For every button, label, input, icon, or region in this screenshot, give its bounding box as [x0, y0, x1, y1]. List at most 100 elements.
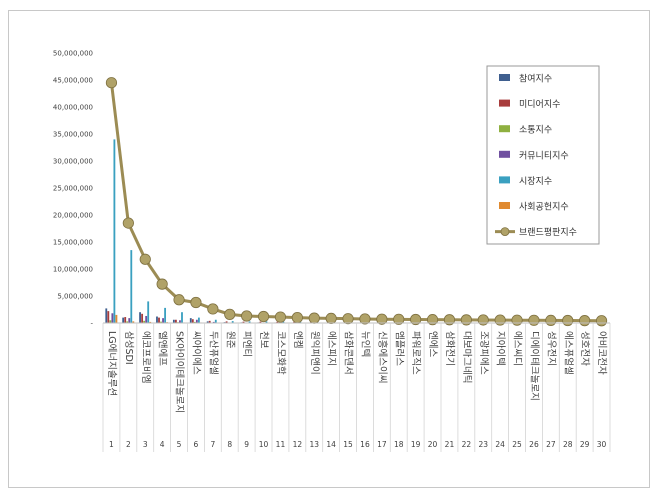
bar-미디어지수 — [276, 321, 279, 323]
bar-소통지수 — [193, 321, 196, 323]
bar-커뮤니티지수 — [195, 319, 198, 323]
rank-label: 20 — [428, 440, 438, 449]
legend-label: 사회공헌지수 — [519, 202, 569, 213]
bar-소통지수 — [160, 321, 162, 323]
rank-label: 10 — [259, 440, 269, 449]
line-point — [342, 313, 354, 325]
bar-미디어지수 — [293, 321, 296, 323]
category-label: 코스모화학 — [275, 331, 286, 375]
bar-미디어지수 — [174, 319, 177, 323]
rank-label: 15 — [343, 440, 353, 449]
y-tick-label: 15,000,000 — [53, 239, 93, 247]
y-tick-label: - — [90, 320, 93, 328]
legend-swatch — [499, 176, 510, 184]
rank-label: 13 — [309, 440, 319, 449]
category-label: 삼화전기 — [444, 331, 455, 366]
y-tick-label: 35,000,000 — [53, 131, 93, 139]
category-label: 뉴인텍 — [359, 331, 370, 357]
line-point — [122, 217, 134, 229]
legend-swatch — [499, 74, 510, 81]
line-point — [325, 312, 337, 325]
line-point — [579, 315, 591, 327]
line-point — [426, 314, 439, 326]
bar-미디어지수 — [225, 321, 228, 323]
category-label: 신흥에스이씨 — [376, 331, 388, 383]
y-axis: - 5,000,000 10,000,000 15,000,000 20,000,000… — [53, 50, 94, 328]
rank-label: 14 — [326, 440, 336, 449]
bar-참여지수 — [139, 312, 141, 323]
line-point — [494, 314, 506, 326]
line-point — [241, 310, 253, 322]
bar-시장지수 — [147, 301, 150, 323]
bar-사회공헌지수 — [132, 321, 135, 323]
line-point — [595, 315, 608, 327]
y-tick-label: 5,000,000 — [57, 293, 93, 301]
bar-커뮤니티지수 — [145, 315, 148, 323]
bar-미디어지수 — [124, 317, 127, 323]
rank-label: 12 — [293, 440, 303, 449]
legend-swatch — [499, 202, 510, 209]
y-tick-label: 20,000,000 — [53, 212, 93, 220]
bar-시장지수 — [214, 319, 217, 323]
category-label: 아비코전자 — [596, 331, 607, 375]
line-point — [393, 313, 405, 325]
legend-label: 시장지수 — [519, 176, 552, 187]
bar-참여지수 — [122, 317, 125, 323]
line-point — [545, 314, 557, 327]
rank-label: 24 — [495, 440, 505, 449]
category-label: 두산퓨얼셀 — [207, 331, 218, 375]
bar-참여지수 — [206, 321, 209, 323]
line-point — [477, 314, 489, 326]
category-label: 엔켐 — [292, 331, 304, 348]
category-label: 원익피앤이 — [309, 331, 321, 375]
category-label: 피엔티 — [241, 331, 252, 357]
category-label: 성호전자 — [579, 331, 590, 366]
category-label: 엔에스 — [427, 331, 438, 357]
bar-미디어지수 — [141, 313, 144, 323]
line-point — [190, 296, 202, 309]
bar-커뮤니티지수 — [111, 313, 114, 323]
rank-label: 6 — [194, 440, 199, 449]
category-label: 엠플러스 — [393, 331, 405, 366]
rank-label: 21 — [445, 440, 455, 449]
bar-시장지수 — [282, 321, 285, 323]
legend-swatch — [499, 99, 510, 107]
category-label: 성우전지 — [545, 331, 556, 366]
bar-커뮤니티지수 — [212, 321, 215, 323]
bar-시장지수 — [130, 250, 133, 323]
bar-시장지수 — [113, 139, 116, 323]
rank-label: 22 — [462, 440, 472, 449]
bar-시장지수 — [197, 317, 200, 323]
y-tick-label: 25,000,000 — [53, 185, 93, 193]
bar-사회공헌지수 — [149, 321, 152, 323]
line-point — [528, 314, 540, 326]
bar-미디어지수 — [242, 321, 245, 323]
category-label: 에스퓨얼셀 — [562, 331, 573, 375]
rank-label: 7 — [210, 440, 215, 449]
line-point — [156, 278, 168, 290]
line-point — [139, 253, 151, 265]
bar-커뮤니티지수 — [179, 320, 181, 323]
category-label: 천보 — [258, 331, 269, 349]
line-point — [511, 314, 523, 326]
line-point — [173, 294, 185, 306]
legend-swatch — [499, 150, 510, 158]
category-label: 조광피에스 — [478, 331, 490, 375]
y-tick-label: 40,000,000 — [53, 104, 93, 112]
bar-소통지수 — [143, 320, 146, 323]
rank-label: 19 — [411, 440, 421, 449]
legend-label: 미디어지수 — [519, 99, 560, 110]
category-label: 에스피지 — [326, 331, 337, 366]
rank-label: 8 — [227, 440, 232, 449]
category-label: SK아이이테크놀로지 — [174, 331, 185, 413]
category-label: 삼화콘덴서 — [343, 331, 354, 375]
rank-label: 11 — [276, 440, 286, 449]
bar-시장지수 — [164, 307, 167, 323]
line-point — [291, 311, 303, 324]
legend-label: 브랜드평판지수 — [519, 227, 577, 238]
rank-label: 2 — [126, 440, 131, 449]
bar-커뮤니티지수 — [162, 318, 164, 323]
line-point — [562, 314, 574, 327]
